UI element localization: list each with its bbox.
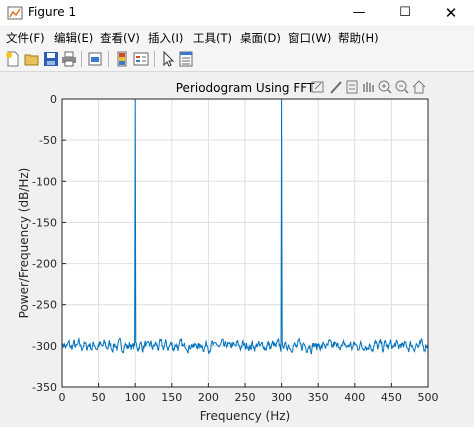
new-figure-icon[interactable]: [5, 51, 21, 67]
periodogram-chart: 0 50 100 150 200 250 300 350 400 450 500 0 -50 -100 -…: [17, 80, 439, 423]
edit-plot-icon[interactable]: [160, 51, 176, 67]
menu-desktop[interactable]: 桌面(D): [240, 31, 281, 45]
y-tick-label: -150: [32, 216, 57, 229]
matlab-figure-icon: [7, 6, 23, 20]
x-tick-label: 350: [308, 391, 329, 404]
x-tick-label: 100: [125, 391, 146, 404]
window-title: Figure 1: [28, 5, 77, 19]
x-tick-label: 250: [235, 391, 256, 404]
zoom-in-icon[interactable]: [378, 80, 392, 94]
x-tick-label: 300: [271, 391, 292, 404]
chart-title: Periodogram Using FFT: [176, 81, 315, 95]
minimize-button[interactable]: —: [352, 5, 366, 20]
figure-canvas: 0 50 100 150 200 250 300 350 400 450 500 0 -50 -100 -…: [0, 72, 474, 427]
y-tick-label: -350: [32, 381, 57, 394]
close-button[interactable]: ✕: [444, 4, 458, 22]
figure-toolbar: [0, 47, 474, 72]
maximize-button[interactable]: ☐: [399, 5, 411, 20]
brush-icon[interactable]: [330, 81, 342, 94]
property-inspector-icon[interactable]: [178, 51, 194, 67]
y-tick-label: -100: [32, 175, 57, 188]
data-tips-icon[interactable]: [311, 81, 324, 93]
y-tick-label: 0: [50, 93, 57, 106]
y-tick-label: -300: [32, 340, 57, 353]
open-file-icon[interactable]: [24, 51, 40, 67]
menu-insert[interactable]: 插入(I): [148, 31, 184, 45]
y-tick-label: -200: [32, 258, 57, 271]
y-tick-label: -50: [39, 134, 57, 147]
menu-edit[interactable]: 编辑(E): [54, 31, 94, 45]
toolbar-separator: [81, 51, 82, 67]
x-tick-label: 500: [418, 391, 439, 404]
axes-toolbar: [311, 80, 426, 94]
x-tick-label: 450: [381, 391, 402, 404]
y-axis-label: Power/Frequency (dB/Hz): [17, 168, 31, 319]
pan-icon[interactable]: [363, 82, 374, 92]
toolbar-separator: [154, 51, 155, 67]
save-icon[interactable]: [43, 51, 59, 67]
x-tick-label: 200: [198, 391, 219, 404]
home-icon[interactable]: [412, 80, 426, 94]
y-tick-label: -250: [32, 299, 57, 312]
title-bar: Figure 1 — ☐ ✕: [0, 0, 474, 27]
menu-tools[interactable]: 工具(T): [193, 31, 232, 45]
x-tick-label: 50: [92, 391, 106, 404]
axes-box: [61, 98, 429, 388]
insert-colorbar-icon[interactable]: [114, 51, 130, 67]
menu-window[interactable]: 窗口(W): [288, 31, 332, 45]
periodogram-line: [61, 98, 429, 355]
export-icon[interactable]: [346, 80, 358, 94]
x-axis-label: Frequency (Hz): [200, 409, 291, 423]
insert-legend-icon[interactable]: [133, 51, 149, 67]
x-tick-label: 0: [59, 391, 66, 404]
x-tick-labels: 0 50 100 150 200 250 300 350 400 450 500: [59, 391, 439, 404]
y-tick-labels: 0 -50 -100 -150 -200 -250 -300 -350: [32, 93, 57, 394]
menu-view[interactable]: 查看(V): [100, 31, 140, 45]
x-tick-label: 150: [161, 391, 182, 404]
menu-bar: 文件(F) 编辑(E) 查看(V) 插入(I) 工具(T) 桌面(D) 窗口(W…: [0, 27, 474, 47]
toolbar-separator: [108, 51, 109, 67]
menu-file[interactable]: 文件(F): [6, 31, 45, 45]
link-plot-icon[interactable]: [87, 51, 103, 67]
zoom-out-icon[interactable]: [395, 80, 409, 94]
print-icon[interactable]: [61, 51, 77, 67]
x-tick-label: 400: [344, 391, 365, 404]
menu-help[interactable]: 帮助(H): [338, 31, 379, 45]
